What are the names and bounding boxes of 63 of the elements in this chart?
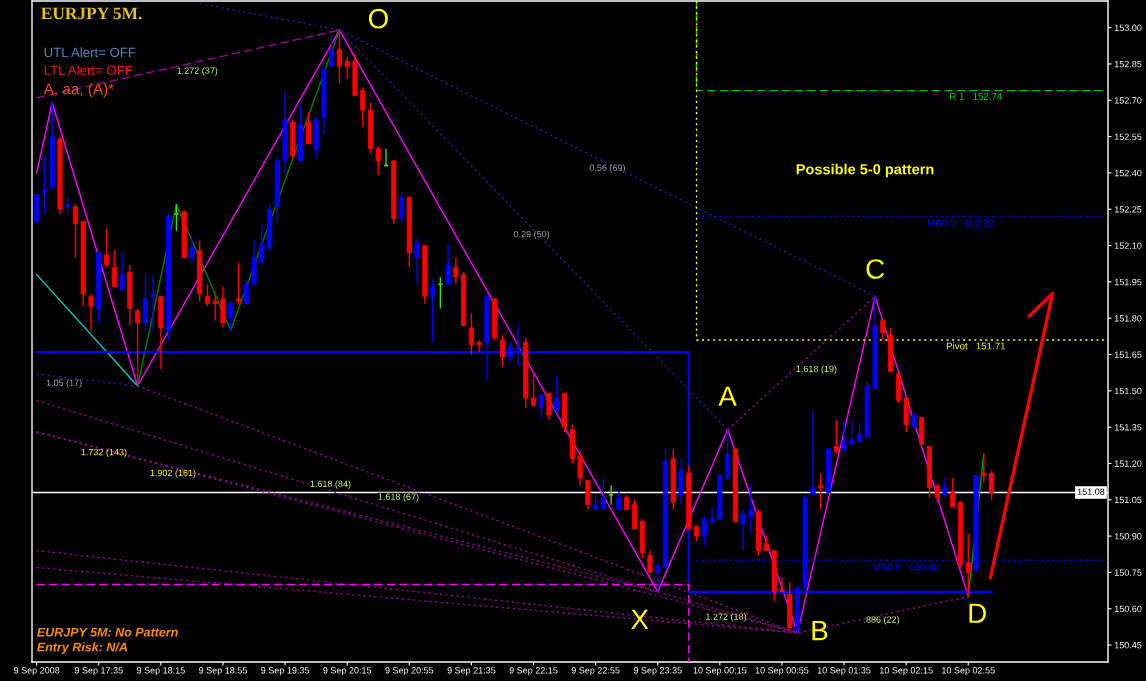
y-tick-label: 151.35 [1114,424,1142,431]
annotation: EURJPY 5M: No Pattern [37,627,178,637]
annotation: B [812,621,828,641]
annotation: MS0.5 150.80 [873,563,939,571]
x-tick-label: 9 Sep 18:15 [136,667,185,676]
x-tick-label: 9 Sep 19:35 [261,667,310,676]
y-tick-label: 153.00 [1114,24,1142,31]
annotation: R 1 152.74 [950,92,1003,100]
annotation: A, aa, (A)* [43,83,114,98]
annotation: 1.272 (37) [177,67,218,76]
x-tick-label: 9 Sep 20:15 [323,667,372,676]
x-tick-label: 9 Sep 2008 [13,667,60,676]
annotation: Entry Risk: N/A [37,642,127,654]
y-tick-label: 152.25 [1114,206,1142,213]
annotation: D [969,603,986,623]
ref-line-label: 151.08 [1077,488,1105,495]
x-tick-label: 9 Sep 22:55 [571,667,620,676]
x-tick-label: 10 Sep 02:55 [942,667,995,676]
x-tick-label: 9 Sep 21:35 [447,667,496,676]
annotation: 0.56 (69) [589,164,625,173]
annotation: C [866,259,885,279]
x-tick-label: 10 Sep 02:15 [879,667,933,676]
annotation: O [368,8,388,29]
x-tick-label: 9 Sep 20:55 [385,667,434,676]
y-tick-label: 150.90 [1114,533,1142,540]
y-tick-label: 152.85 [1114,60,1142,68]
annotation: MR0.5 152.22 [927,219,994,227]
annotation: 1.618 (84) [310,480,351,489]
y-tick-label: 151.95 [1114,278,1142,286]
y-tick-label: 152.10 [1114,242,1142,249]
annotation: Possible 5-0 pattern [796,163,934,178]
annotation: 1.618 (67) [378,493,419,502]
annotation: 1.618 (19) [796,365,837,374]
x-tick-label: 9 Sep 22:15 [509,667,558,676]
x-tick-label: 10 Sep 00:15 [693,667,747,676]
x-tick-label: 10 Sep 01:35 [817,667,871,676]
annotation: 1.272 (18) [706,613,747,622]
x-tick-label: 10 Sep 00:55 [755,667,809,676]
annotation: .886 (22) [864,616,900,625]
y-tick-label: 150.60 [1114,605,1142,613]
x-tick-label: 9 Sep 18:55 [199,667,247,676]
y-tick-label: 151.05 [1114,496,1142,504]
annotation: 1.05 (17) [46,379,82,388]
y-tick-label: 151.65 [1114,351,1142,358]
annotation: 0.29 (50) [513,230,550,240]
y-tick-label: 151.80 [1114,315,1142,322]
y-tick-label: 152.70 [1114,97,1142,104]
y-tick-label: 152.55 [1114,133,1142,140]
y-tick-label: 151.20 [1114,460,1142,467]
annotation: LTL Alert= OFF [44,65,133,75]
annotation: UTL Alert= OFF [44,47,136,58]
y-tick-label: 152.40 [1114,169,1142,177]
annotation: 1.902 (161) [150,469,196,478]
annotation: 1.732 (143) [81,448,127,458]
chart-title: EURJPY 5M. [41,7,142,20]
y-tick-label: 150.75 [1114,569,1142,576]
annotation: Pivot 151.71 [946,342,1006,350]
x-tick-label: 9 Sep 17:35 [74,667,123,676]
annotation: X [631,609,649,629]
y-tick-label: 151.50 [1114,387,1142,395]
annotation: A [718,386,737,406]
y-tick-label: 150.45 [1114,642,1142,649]
x-tick-label: 9 Sep 23:35 [633,667,682,676]
